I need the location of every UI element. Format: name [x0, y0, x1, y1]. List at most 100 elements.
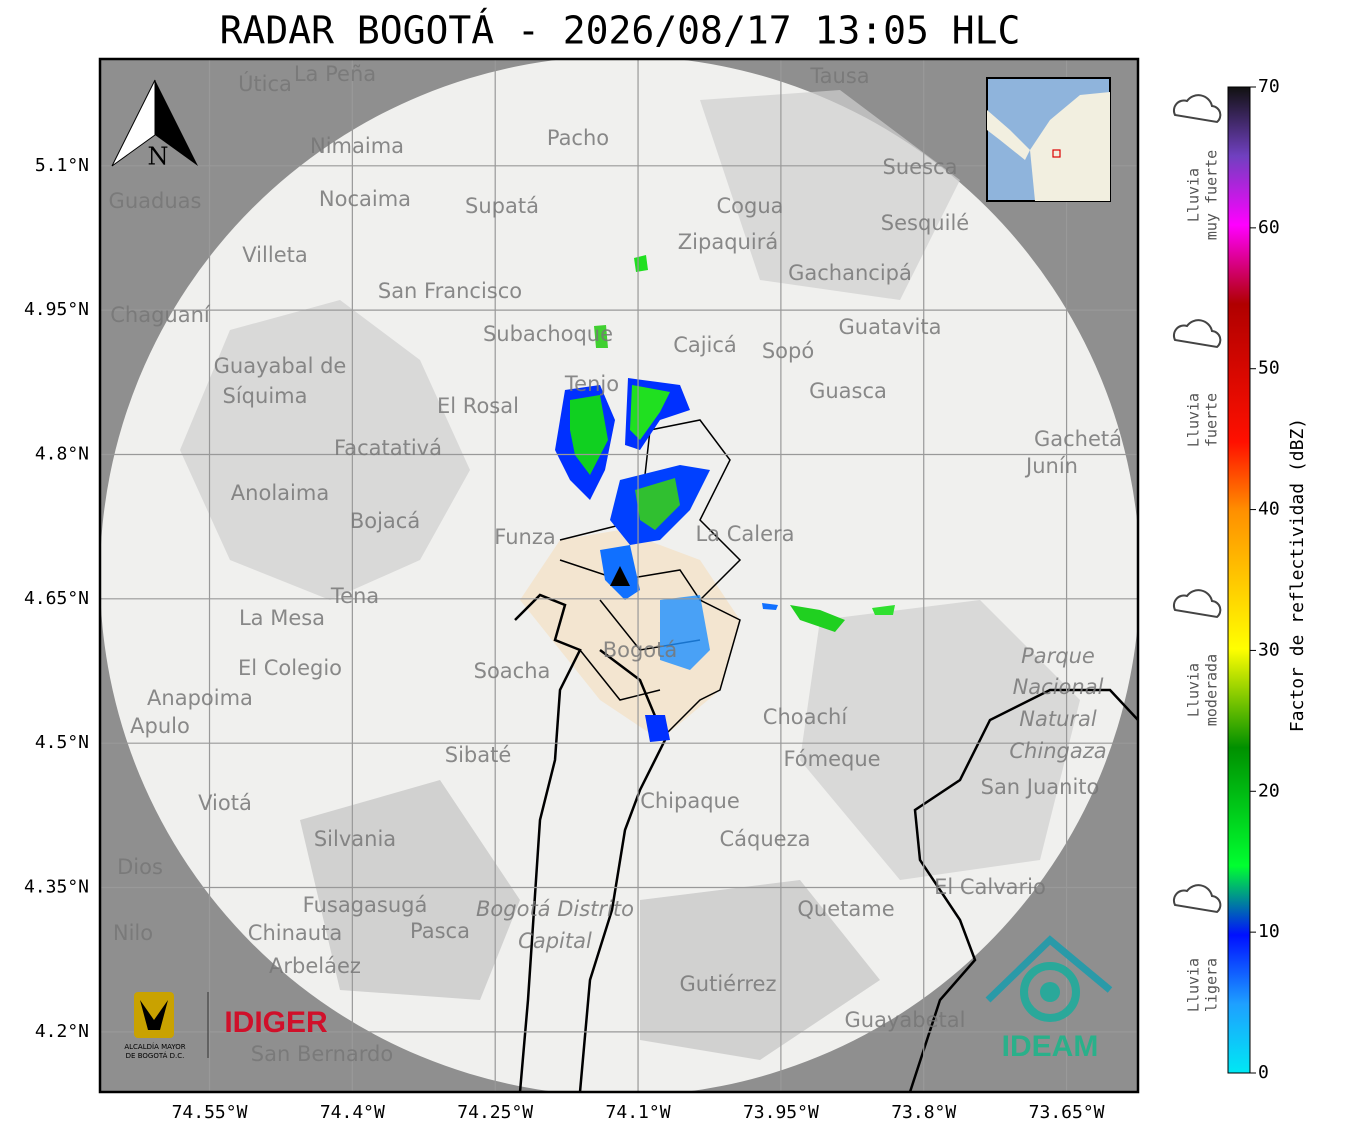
place-label: Síquima — [223, 384, 308, 408]
place-label: Chinauta — [248, 921, 342, 945]
place-label: Sibaté — [445, 743, 512, 767]
y-tick-label: 4.95°N — [24, 299, 89, 320]
x-tick-label: 74.4°W — [320, 1102, 385, 1123]
place-label: El Calvario — [934, 875, 1046, 899]
intensity-label: Lluvia — [1185, 958, 1203, 1012]
place-label: Pasca — [410, 919, 470, 943]
y-tick-label: 4.2°N — [35, 1021, 89, 1042]
place-label: Guasca — [809, 379, 887, 403]
place-label: Tenjo — [564, 372, 619, 396]
colorbar-label: Factor de reflectividad (dBZ) — [1287, 418, 1308, 732]
place-label: Cáqueza — [720, 827, 811, 851]
x-tick-label: 74.25°W — [457, 1102, 533, 1123]
place-label: Bojacá — [350, 509, 420, 533]
place-label: Tena — [330, 584, 379, 608]
place-label: Guayabetal — [845, 1008, 966, 1032]
north-label: N — [148, 143, 169, 171]
colorbar-tick-label: 60 — [1258, 217, 1280, 238]
place-label: Choachí — [763, 705, 849, 729]
place-label: Fómeque — [783, 747, 880, 771]
colorbar — [1227, 86, 1251, 1074]
place-label: Sesquilé — [881, 211, 969, 235]
place-label: Apulo — [130, 714, 190, 738]
place-label: San Juanito — [981, 775, 1100, 799]
ideam-text: IDEAM — [1002, 1030, 1099, 1063]
colorbar-tick-label: 30 — [1258, 639, 1280, 660]
colorbar-tick-label: 0 — [1258, 1062, 1269, 1083]
colorbar-tick-label: 20 — [1258, 780, 1280, 801]
place-label: Anapoima — [147, 686, 253, 710]
place-label: Subachoque — [483, 322, 613, 346]
colorbar-tick-label: 70 — [1258, 76, 1280, 97]
park-label: Nacional — [1013, 675, 1104, 699]
inset-map — [986, 77, 1111, 202]
y-tick-label: 5.1°N — [35, 155, 89, 176]
x-tick-label: 73.8°W — [891, 1102, 956, 1123]
intensity-label: fuerte — [1203, 393, 1221, 447]
y-tick-label: 4.65°N — [24, 588, 89, 609]
place-label: La Calera — [695, 522, 794, 546]
place-label: La Mesa — [239, 606, 325, 630]
colorbar-tick-label: 50 — [1258, 358, 1280, 379]
y-tick-label: 4.35°N — [24, 877, 89, 898]
place-label: Bogotá — [603, 638, 678, 662]
intensity-label: moderada — [1203, 654, 1221, 726]
intensity-label: ligera — [1203, 958, 1221, 1012]
idiger-logo: IDIGER — [224, 1006, 328, 1039]
title: RADAR BOGOTÁ - 2026/08/17 13:05 HLC — [220, 9, 1021, 53]
place-label: Nocaima — [319, 187, 411, 211]
place-label: Gachancipá — [788, 261, 912, 285]
park-label: Chingaza — [1009, 739, 1106, 763]
place-label: Soacha — [474, 659, 551, 683]
intensity-label: Lluvia — [1185, 168, 1203, 222]
place-label: Guaduas — [109, 189, 202, 213]
place-label: Villeta — [242, 243, 307, 267]
alcaldia-logo: ALCALDÍA MAYOR DE BOGOTÁ D.C. IDIGER — [124, 992, 328, 1060]
north-arrow: N — [111, 79, 198, 171]
place-label: Guatavita — [839, 315, 942, 339]
place-label: Chipaque — [640, 789, 740, 813]
place-label: Arbeláez — [269, 954, 361, 978]
park-label: Natural — [1019, 707, 1097, 731]
place-label: San Bernardo — [251, 1042, 393, 1066]
y-tick-label: 4.8°N — [35, 443, 89, 464]
place-label: Suesca — [883, 155, 958, 179]
place-label: Cogua — [716, 194, 783, 218]
x-tick-label: 74.55°W — [172, 1102, 248, 1123]
place-label: Nimaima — [310, 134, 404, 158]
place-label: Silvania — [314, 827, 396, 851]
intensity-label: Lluvia — [1185, 663, 1203, 717]
place-label: Anolaima — [231, 481, 329, 505]
place-label: Guayabal de — [214, 354, 347, 378]
place-label: Útica — [238, 71, 292, 96]
logo-text: ALCALDÍA MAYOR — [124, 1042, 185, 1051]
place-label: La Peña — [294, 62, 376, 86]
x-tick-label: 73.95°W — [743, 1102, 819, 1123]
place-label: Pacho — [547, 126, 609, 150]
place-label: Junín — [1024, 454, 1078, 478]
colorbar-tick-label: 40 — [1258, 499, 1280, 520]
logo-text: DE BOGOTÁ D.C. — [126, 1051, 185, 1060]
place-label: Gutiérrez — [680, 972, 777, 996]
weather-icon — [1172, 589, 1222, 619]
place-label: El Colegio — [238, 656, 342, 680]
place-label: Chaguaní — [110, 303, 211, 327]
place-label: Funza — [494, 525, 555, 549]
place-label: Nilo — [113, 921, 153, 945]
intensity-label: muy fuerte — [1203, 150, 1221, 240]
place-label: Cajicá — [673, 333, 737, 357]
place-label: Fusagasugá — [303, 893, 428, 917]
park-label: Parque — [1021, 644, 1095, 668]
place-label: Viotá — [198, 791, 252, 815]
place-label: Facatativá — [334, 436, 442, 460]
colorbar-tick-label: 10 — [1258, 921, 1280, 942]
y-tick-label: 4.5°N — [35, 732, 89, 753]
ideam-logo: IDEAM — [985, 935, 1113, 1063]
park-label: Capital — [518, 929, 592, 953]
place-label: Quetame — [797, 897, 894, 921]
place-label: El Rosal — [437, 394, 519, 418]
place-label: Tausa — [809, 64, 869, 88]
place-label: Zipaquirá — [678, 230, 778, 254]
